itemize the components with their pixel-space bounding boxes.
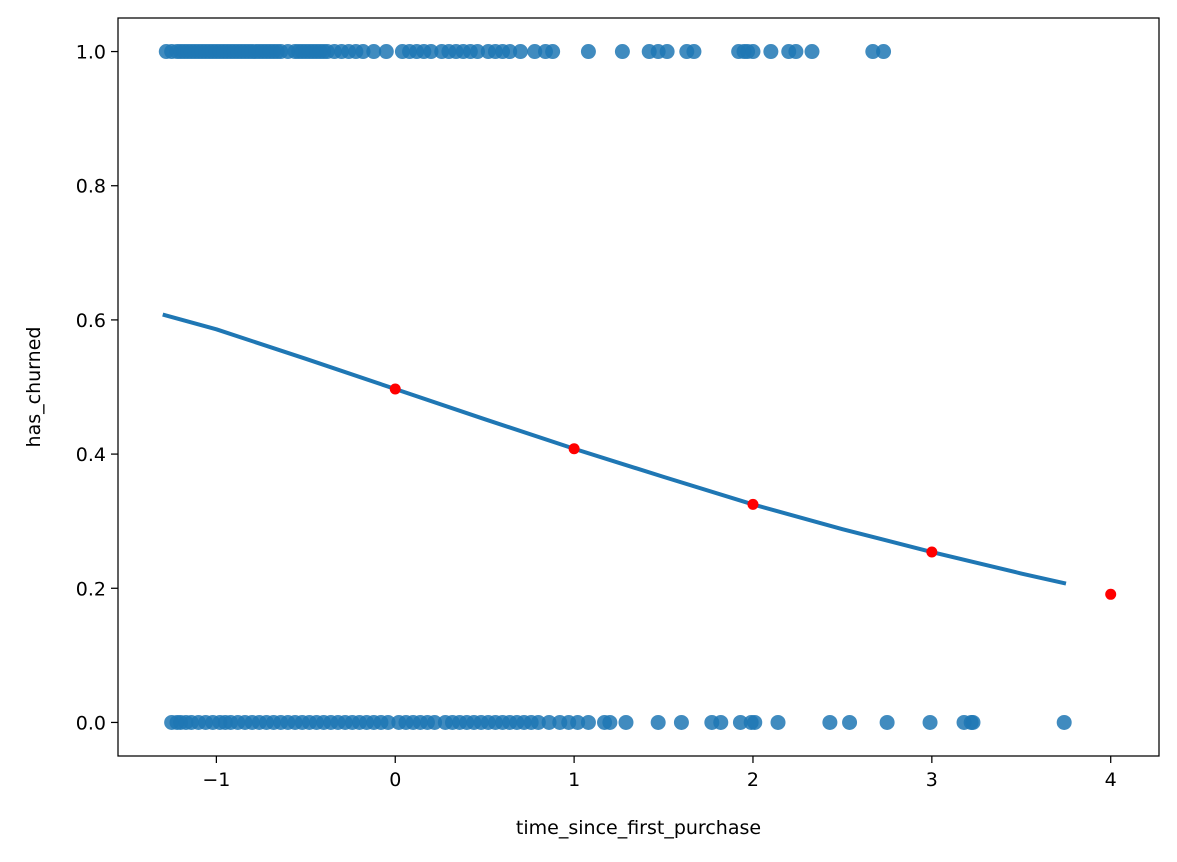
data-point — [530, 714, 546, 730]
data-point — [770, 714, 786, 730]
y-tick-label: 0.4 — [76, 444, 106, 466]
data-point — [427, 714, 443, 730]
x-tick-label: 0 — [389, 769, 401, 791]
x-tick-label: 1 — [568, 769, 580, 791]
prediction-point — [568, 443, 580, 455]
y-tick-label: 0.2 — [76, 578, 106, 600]
x-tick-label: −1 — [202, 769, 230, 791]
data-point — [788, 44, 804, 60]
x-axis-label: time_since_first_purchase — [516, 817, 761, 839]
prediction-points-layer — [389, 383, 1117, 600]
data-point — [378, 44, 394, 60]
data-point — [512, 44, 528, 60]
data-point — [545, 44, 561, 60]
y-tick-label: 0.0 — [76, 712, 106, 734]
y-axis-label: has_churned — [23, 327, 45, 448]
prediction-point — [926, 546, 938, 558]
data-point — [355, 44, 371, 60]
data-point — [804, 44, 820, 60]
x-tick-label: 2 — [747, 769, 759, 791]
data-point — [602, 714, 618, 730]
data-point — [965, 714, 981, 730]
x-tick-label: 4 — [1105, 769, 1117, 791]
data-point — [879, 714, 895, 730]
data-point — [713, 714, 729, 730]
data-point — [659, 44, 675, 60]
regression-line-layer — [162, 312, 1067, 586]
data-point — [763, 44, 779, 60]
y-tick-label: 0.8 — [76, 176, 106, 198]
data-point — [822, 714, 838, 730]
data-point — [366, 44, 382, 60]
axis-ticks-layer: −1 0 1 2 3 4 0.0 0.2 0.4 0.6 0.8 1.0 — [76, 42, 1117, 791]
data-point — [732, 714, 748, 730]
data-point — [650, 714, 666, 730]
data-point — [614, 44, 630, 60]
data-point — [865, 44, 881, 60]
y-tick-label: 0.6 — [76, 310, 106, 332]
data-point — [527, 44, 543, 60]
data-point — [502, 44, 518, 60]
data-point — [876, 44, 892, 60]
data-point — [470, 44, 486, 60]
data-point — [570, 714, 586, 730]
axes-frame — [117, 17, 1160, 757]
data-point — [423, 44, 439, 60]
data-point — [922, 714, 938, 730]
y-tick-label: 1.0 — [76, 42, 106, 64]
prediction-point — [747, 498, 759, 510]
logistic-fit-line — [162, 312, 1067, 586]
data-point — [580, 714, 596, 730]
prediction-point — [389, 383, 401, 395]
prediction-point — [1105, 588, 1117, 600]
data-point — [673, 714, 689, 730]
data-point — [842, 714, 858, 730]
data-points-layer — [158, 44, 1072, 730]
data-point — [618, 714, 634, 730]
data-point — [747, 714, 763, 730]
data-point — [686, 44, 702, 60]
x-tick-label: 3 — [926, 769, 938, 791]
data-point — [541, 714, 557, 730]
data-point — [745, 44, 761, 60]
data-point — [1056, 714, 1072, 730]
data-point — [580, 44, 596, 60]
data-point — [380, 714, 396, 730]
